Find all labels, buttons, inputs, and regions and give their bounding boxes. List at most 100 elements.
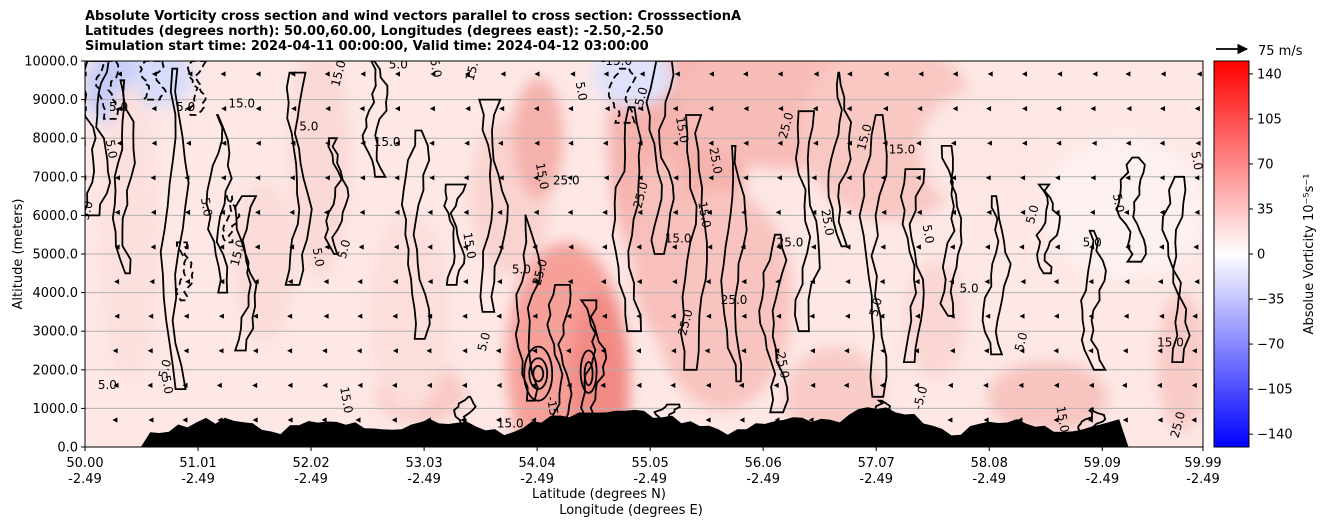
wind-vector — [672, 209, 678, 215]
wind-vector — [394, 175, 400, 181]
contour-label: 5.0 — [960, 282, 979, 296]
x-tick-label-lat: 59.09 — [1084, 456, 1121, 471]
wind-vector — [392, 279, 398, 285]
wind-vector — [773, 382, 779, 388]
contour-label: 5.0 — [1110, 192, 1127, 213]
wind-vector — [395, 106, 400, 112]
contour-label: 5.0 — [159, 374, 176, 395]
contour-label: 5.0 — [109, 100, 128, 114]
contour-line — [111, 79, 136, 275]
wind-vector — [322, 348, 328, 354]
wind-vector — [1087, 417, 1093, 423]
wind-vector — [426, 348, 432, 354]
wind-vector — [255, 209, 261, 215]
wind-vector — [568, 140, 574, 146]
wind-vector — [1191, 417, 1197, 423]
wind-vector — [983, 417, 989, 423]
colorbar-ticks: 140 105 70 35 0 −35 −70 −105 −140 — [1249, 67, 1293, 443]
wind-vector — [813, 140, 819, 146]
wind-vector — [462, 244, 468, 250]
wind-vector — [1088, 382, 1094, 388]
x-tick-label-lat: 51.01 — [179, 456, 216, 471]
x-tick-label-lon: -2.49 — [294, 472, 328, 487]
wind-vector — [1020, 175, 1026, 181]
wind-vector — [705, 279, 711, 285]
x-tick-label-lat: 55.05 — [632, 456, 669, 471]
wind-vector — [671, 348, 677, 354]
wind-vector — [638, 106, 644, 112]
wind-vector — [568, 244, 574, 250]
wind-vector — [460, 417, 466, 423]
wind-vector — [323, 313, 329, 319]
wind-vector — [1159, 244, 1164, 250]
wind-vector — [600, 348, 606, 354]
wind-vector — [1055, 175, 1060, 181]
contour-label: 15.0 — [1053, 405, 1071, 434]
y-axis: 0.0 1000.0 2000.0 3000.0 4000.0 5000.0 6000.0 7… — [24, 55, 85, 456]
contour-line — [679, 114, 708, 371]
wind-vector — [360, 140, 366, 146]
wind-vector — [603, 175, 609, 181]
contour-label: 15.0 — [497, 417, 524, 431]
wind-vector — [324, 71, 330, 77]
wind-vector — [809, 313, 815, 319]
wind-vector — [427, 279, 433, 285]
wind-vector — [846, 175, 852, 181]
wind-vector — [1092, 71, 1098, 77]
wind-vector — [951, 140, 956, 146]
wind-vector — [775, 279, 781, 285]
x-axis-label-latitude: Latitude (degrees N) — [532, 487, 666, 502]
wind-vector — [1196, 71, 1202, 77]
wind-vector — [1053, 279, 1059, 285]
wind-vector — [186, 140, 191, 146]
wind-vector — [1160, 71, 1166, 77]
wind-vector — [602, 313, 607, 319]
wind-vector — [1089, 244, 1095, 250]
wind-vector — [1018, 382, 1024, 388]
wind-vector — [534, 106, 539, 112]
wind-vector — [809, 279, 815, 285]
wind-vector — [1159, 140, 1165, 146]
wind-vector — [986, 106, 992, 112]
wind-vector — [289, 244, 295, 250]
wind-vector — [531, 417, 537, 423]
wind-vector — [1194, 106, 1200, 112]
wind-vector — [1053, 348, 1059, 354]
wind-vector — [1125, 140, 1131, 146]
contour-line — [1035, 183, 1061, 275]
wind-vector — [360, 71, 366, 77]
wind-vector — [255, 71, 261, 77]
vorticity-patch — [1045, 137, 1203, 278]
colorbar-tick-label: −35 — [1257, 293, 1284, 308]
quiver-key-label: 75 m/s — [1258, 44, 1303, 59]
contour-label: 15.0 — [673, 115, 691, 144]
wind-vector — [602, 244, 607, 250]
x-tick-label-lon: -2.49 — [859, 472, 893, 487]
wind-vector — [708, 140, 714, 146]
wind-vector — [811, 175, 817, 181]
wind-vector — [429, 106, 435, 112]
colorbar-tick-label: −70 — [1257, 338, 1284, 353]
x-tick-label-lon: -2.49 — [1186, 472, 1220, 487]
wind-vector — [287, 279, 293, 285]
x-tick-label-lon: -2.49 — [1085, 472, 1119, 487]
contour-line — [858, 114, 888, 398]
wind-vector — [949, 244, 955, 250]
wind-vector — [636, 348, 641, 354]
wind-vector — [147, 348, 153, 354]
wind-vector — [882, 140, 888, 146]
wind-vector — [112, 417, 118, 423]
wind-vector — [951, 209, 956, 215]
wind-vector — [289, 175, 295, 181]
wind-vector — [187, 71, 193, 77]
wind-vector — [743, 175, 749, 181]
chart-title-line-3: Simulation start time: 2024-04-11 00:00:… — [85, 39, 649, 54]
contour-label: 5.0 — [335, 238, 353, 260]
wind-vector — [636, 313, 642, 319]
contour-line — [1080, 229, 1107, 371]
colorbar-tick-label: 105 — [1257, 112, 1282, 127]
wind-vector — [1157, 279, 1163, 285]
wind-vector — [706, 313, 712, 319]
wind-vector — [1054, 382, 1059, 388]
